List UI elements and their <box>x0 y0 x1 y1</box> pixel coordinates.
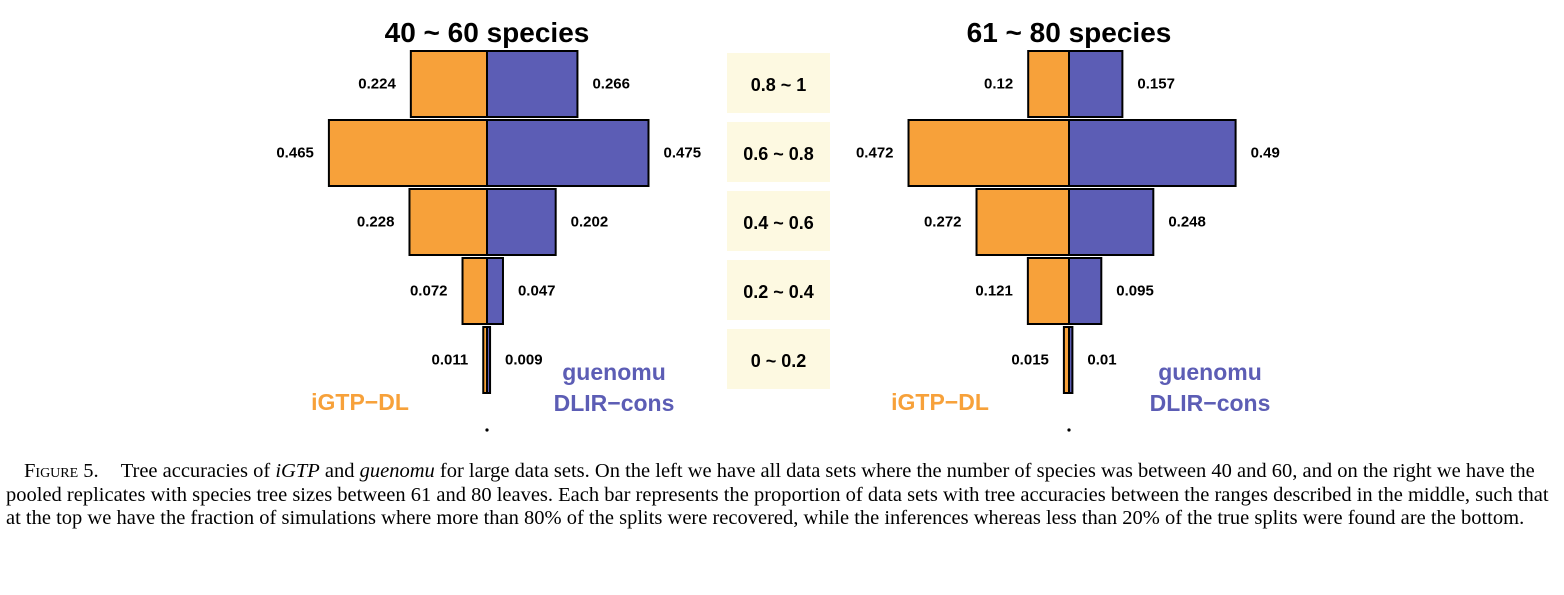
bar-igtp-dl <box>408 188 489 256</box>
legend-dlir-cons: DLIR−cons <box>1150 390 1271 416</box>
data-label-igtp: 0.011 <box>432 352 469 369</box>
bar-guenomu-dlir-cons <box>486 50 579 118</box>
data-label-guenomu: 0.157 <box>1137 76 1175 93</box>
legend-guenomu: guenomu <box>562 359 666 385</box>
data-label-igtp: 0.12 <box>984 76 1013 93</box>
data-label-igtp: 0.465 <box>276 145 314 162</box>
legend-guenomu: guenomu <box>1158 359 1262 385</box>
chart-title: 40 ~ 60 species <box>385 17 590 48</box>
data-label-igtp: 0.121 <box>975 283 1013 300</box>
bar-igtp-dl <box>907 119 1071 187</box>
range-box <box>727 122 830 182</box>
axis-baseline-dot <box>485 428 489 432</box>
data-label-igtp: 0.228 <box>357 214 395 231</box>
range-label: 0.2 ~ 0.4 <box>743 282 814 302</box>
data-label-igtp: 0.072 <box>410 283 448 300</box>
data-label-guenomu: 0.202 <box>571 214 609 231</box>
bar-guenomu-dlir-cons <box>486 257 504 325</box>
bar-guenomu-dlir-cons <box>486 188 557 256</box>
data-label-igtp: 0.472 <box>856 145 894 162</box>
data-label-guenomu: 0.095 <box>1116 283 1154 300</box>
data-label-igtp: 0.015 <box>1011 352 1049 369</box>
range-label: 0 ~ 0.2 <box>751 351 807 371</box>
bar-guenomu-dlir-cons <box>1068 50 1124 118</box>
bar-guenomu-dlir-cons <box>486 326 492 394</box>
bar-guenomu-dlir-cons <box>1068 257 1103 325</box>
data-label-guenomu: 0.248 <box>1168 214 1206 231</box>
data-label-guenomu: 0.009 <box>505 352 543 369</box>
range-box <box>727 53 830 113</box>
range-box <box>727 260 830 320</box>
data-label-guenomu: 0.49 <box>1251 145 1280 162</box>
caption-label: Figure 5. <box>24 460 99 482</box>
bar-guenomu-dlir-cons <box>486 119 650 187</box>
range-box <box>727 191 830 251</box>
bar-guenomu-dlir-cons <box>1068 326 1074 394</box>
figure-canvas: 40 ~ 60 species 0.224 0.266 0.465 0.475 0.228… <box>276 17 1280 432</box>
figure-caption: Figure 5. Tree accuracies of iGTP and gue… <box>6 460 1558 531</box>
bar-igtp-dl <box>327 119 488 187</box>
bar-igtp-dl <box>975 188 1071 256</box>
axis-baseline-dot <box>1067 428 1071 432</box>
bar-guenomu-dlir-cons <box>1068 119 1237 187</box>
bar-igtp-dl <box>461 257 488 325</box>
range-box <box>727 329 830 389</box>
legend-igtp-dl: iGTP−DL <box>311 389 409 415</box>
data-label-igtp: 0.272 <box>924 214 962 231</box>
data-label-guenomu: 0.266 <box>592 76 630 93</box>
legend-igtp-dl: iGTP−DL <box>891 389 989 415</box>
bar-igtp-dl <box>409 50 488 118</box>
data-label-guenomu: 0.01 <box>1087 352 1116 369</box>
caption-italic-guenomu: guenomu <box>359 460 435 482</box>
bar-igtp-dl <box>1026 257 1070 325</box>
data-label-guenomu: 0.047 <box>518 283 556 300</box>
caption-text-1: Tree accuracies of <box>120 460 276 482</box>
chart-title: 61 ~ 80 species <box>967 17 1172 48</box>
range-label: 0.8 ~ 1 <box>751 75 807 95</box>
caption-italic-igtp: iGTP <box>275 460 320 482</box>
caption-text-3: for large data sets. On the left we have… <box>6 460 1549 530</box>
data-label-guenomu: 0.475 <box>664 145 702 162</box>
caption-text-2: and <box>319 460 360 482</box>
range-label: 0.6 ~ 0.8 <box>743 144 814 164</box>
legend-dlir-cons: DLIR−cons <box>554 390 675 416</box>
bar-igtp-dl <box>1027 50 1070 118</box>
range-label: 0.4 ~ 0.6 <box>743 213 814 233</box>
bar-guenomu-dlir-cons <box>1068 188 1155 256</box>
data-label-igtp: 0.224 <box>358 76 396 93</box>
